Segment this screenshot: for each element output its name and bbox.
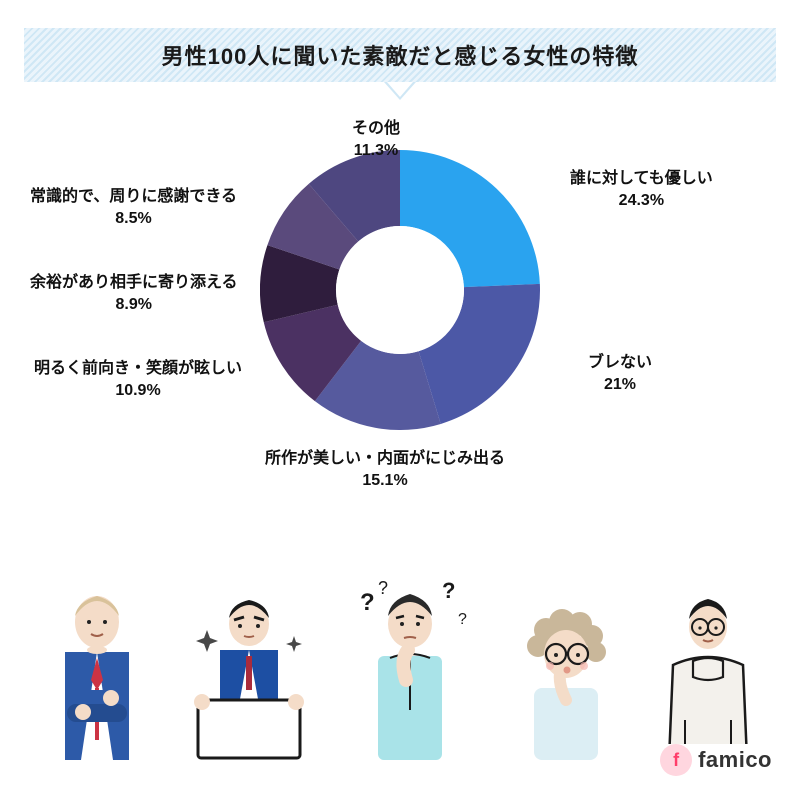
slice-label: ブレない21%: [588, 352, 652, 397]
people-illustration-row: ? ? ? ?: [24, 570, 776, 760]
slice-label: 余裕があり相手に寄り添える8.9%: [30, 272, 238, 317]
person-illustration-1: [37, 580, 157, 760]
slice-label: 明るく前向き・笑顔が眩しい10.9%: [34, 358, 242, 403]
page-title: 男性100人に聞いた素敵だと感じる女性の特徴: [162, 39, 639, 71]
brand-text: famico: [698, 747, 772, 773]
svg-text:?: ?: [378, 580, 388, 598]
brand-mark-icon: f: [660, 744, 692, 776]
person-illustration-4: [506, 600, 626, 760]
slice-label: 所作が美しい・内面がにじみ出る15.1%: [265, 448, 505, 493]
person-illustration-3: ? ? ? ?: [340, 580, 480, 760]
person-illustration-2: [184, 590, 314, 760]
title-pointer-icon: [384, 82, 416, 100]
slice-label: その他11.3%: [352, 118, 400, 163]
svg-text:?: ?: [360, 589, 375, 616]
slice-label: 誰に対しても優しい24.3%: [570, 168, 713, 213]
person-illustration-5: [653, 585, 763, 760]
title-bar: 男性100人に聞いた素敵だと感じる女性の特徴: [24, 28, 776, 82]
slice-label: 常識的で、周りに感謝できる8.5%: [30, 186, 237, 231]
brand-mark-letter: f: [673, 750, 679, 771]
svg-text:?: ?: [442, 580, 455, 603]
svg-text:?: ?: [458, 611, 467, 628]
donut-chart: [260, 150, 540, 430]
brand-logo: f famico: [660, 744, 772, 776]
donut-svg: [260, 150, 540, 430]
